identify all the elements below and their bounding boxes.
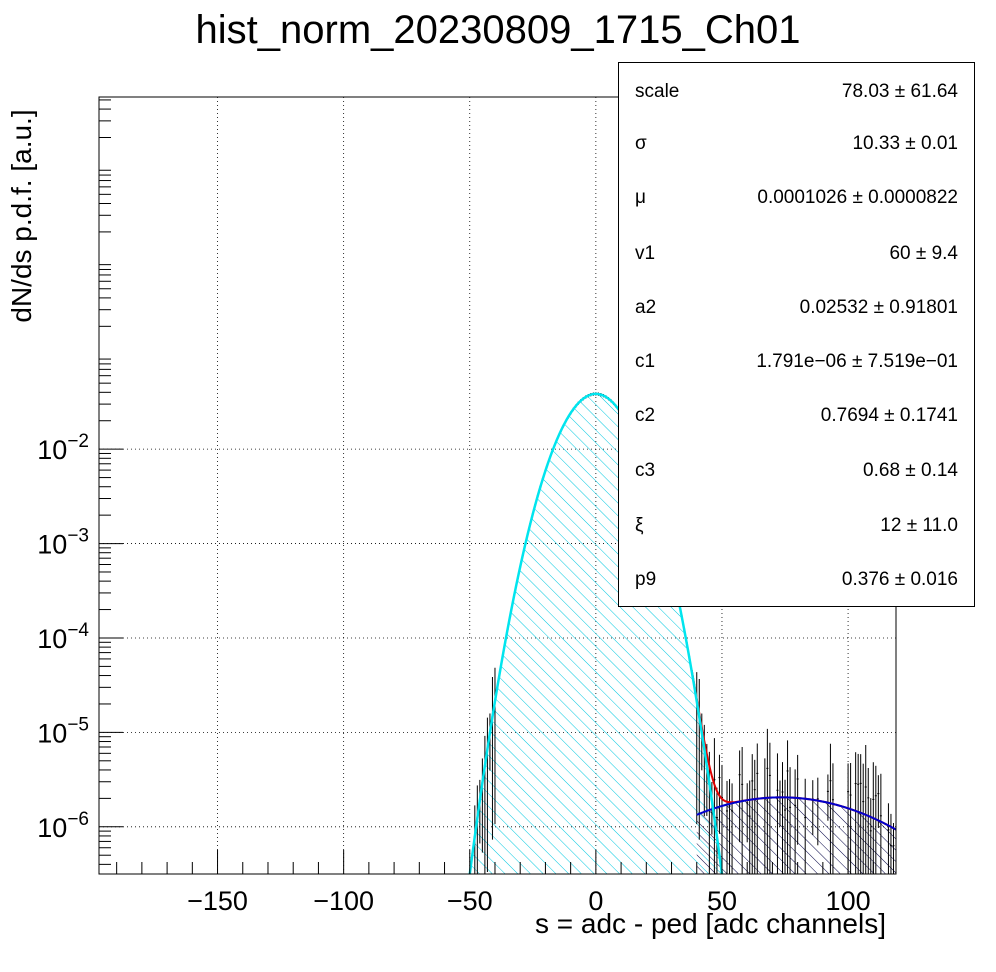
stat-value: 0.02532 ± 0.91801	[799, 297, 958, 318]
stat-row-mu: μ 0.0001026 ± 0.0000822	[619, 187, 974, 217]
x-tick-label: 100	[826, 886, 871, 916]
stat-name: scale	[635, 81, 680, 102]
stat-row-c1: c1 1.791e−06 ± 7.519e−01	[619, 351, 974, 381]
stat-row-sigma: σ 10.33 ± 0.01	[619, 133, 974, 163]
stat-value: 78.03 ± 61.64	[841, 81, 958, 102]
stat-value: 1.791e−06 ± 7.519e−01	[756, 351, 958, 372]
x-axis-label: s = adc - ped [adc channels]	[535, 908, 886, 939]
y-tick-label: 10−2	[37, 431, 89, 465]
y-tick-label: 10−5	[37, 714, 89, 748]
pedestal-fit-curve	[468, 392, 724, 874]
stat-row-scale: scale 78.03 ± 61.64	[619, 81, 974, 111]
stat-name: σ	[635, 133, 647, 154]
x-tick-label: −100	[313, 886, 374, 916]
stat-row-p9: p9 0.376 ± 0.016	[619, 569, 974, 599]
y-tick-label: 10−6	[37, 809, 89, 843]
stat-name: ξ	[635, 515, 644, 536]
pedestal-fill	[444, 393, 748, 874]
tick-labels: −150 −100 −50 0 50 100 10−2 10−3 10−4 10−5 10−6	[37, 431, 870, 916]
y-axis-label: dN/ds p.d.f. [a.u.]	[6, 109, 37, 323]
signal-fit-curve	[696, 796, 896, 831]
x-tick-label: 0	[588, 886, 603, 916]
stat-value: 0.7694 ± 0.1741	[820, 405, 958, 426]
chart-title: hist_norm_20230809_1715_Ch01	[195, 8, 801, 52]
stat-value: 12 ± 11.0	[880, 515, 958, 536]
stat-name: c2	[635, 405, 656, 426]
x-tick-label: −150	[187, 886, 248, 916]
x-tick-label: −50	[447, 886, 493, 916]
stat-name: v1	[635, 243, 656, 264]
stat-name: μ	[635, 187, 646, 208]
stat-value: 10.33 ± 0.01	[852, 133, 958, 154]
stat-row-c2: c2 0.7694 ± 0.1741	[619, 405, 974, 435]
fit-fill-areas	[444, 393, 896, 874]
y-tick-label: 10−4	[37, 620, 89, 654]
stat-value: 0.0001026 ± 0.0000822	[757, 187, 958, 208]
stat-name: c1	[635, 351, 656, 372]
stat-name: a2	[635, 297, 657, 318]
fit-stats-box: scale 78.03 ± 61.64 σ 10.33 ± 0.01 μ 0.0…	[618, 62, 975, 607]
stat-value: 60 ± 9.4	[889, 243, 958, 264]
stat-value: 0.376 ± 0.016	[841, 569, 958, 590]
y-tick-label: 10−3	[37, 526, 89, 560]
stat-value: 0.68 ± 0.14	[863, 460, 958, 481]
stat-name: p9	[635, 569, 657, 590]
fit-curves	[468, 392, 896, 874]
axis-ticks	[99, 99, 874, 874]
stat-name: c3	[635, 460, 656, 481]
stat-row-xi: ξ 12 ± 11.0	[619, 515, 974, 545]
x-tick-label: 50	[707, 886, 737, 916]
signal-fill	[696, 797, 896, 874]
stat-row-c3: c3 0.68 ± 0.14	[619, 460, 974, 490]
stat-row-v1: v1 60 ± 9.4	[619, 243, 974, 273]
stat-row-a2: a2 0.02532 ± 0.91801	[619, 297, 974, 327]
